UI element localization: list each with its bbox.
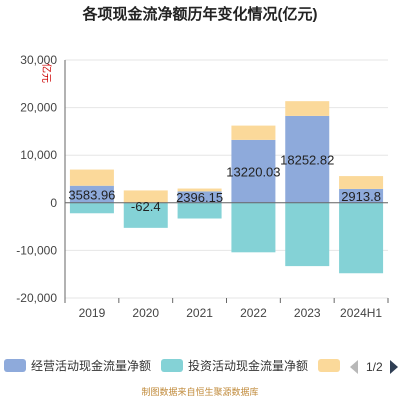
x-tick-label: 2021: [186, 306, 213, 320]
legend-prev-page-icon[interactable]: [350, 360, 358, 374]
x-tick-label: 2022: [240, 306, 267, 320]
bar-1-2022[interactable]: [231, 139, 276, 203]
bar-3-2022[interactable]: [231, 125, 276, 140]
legend-next-page-icon[interactable]: [390, 360, 398, 374]
bar-1-2023[interactable]: [285, 115, 330, 203]
bar-2-2024H1[interactable]: [339, 202, 384, 274]
legend-label-operating[interactable]: 经营活动现金流量净额: [31, 358, 151, 373]
bar-2-2020[interactable]: [123, 203, 168, 228]
bar-3-2023[interactable]: [285, 101, 330, 116]
y-tick-label: -20,000: [16, 291, 57, 305]
bar-2-2022[interactable]: [231, 202, 276, 253]
data-label-2022: 13220.03: [226, 164, 280, 179]
bar-1-2024H1[interactable]: [339, 188, 384, 203]
bar-3-2024H1[interactable]: [339, 176, 384, 189]
y-tick-label: 0: [50, 196, 57, 210]
legend: 经营活动现金流量净额 投资活动现金流量净额 1/2: [4, 358, 398, 374]
bars: [69, 101, 384, 274]
data-label-2023: 18252.82: [280, 152, 334, 167]
y-tick-label: 10,000: [20, 148, 57, 162]
source-note: 制图数据来自恒生聚源数据库: [141, 386, 258, 397]
data-label-2024H1: 2913.8: [341, 189, 381, 204]
legend-page-indicator: 1/2: [366, 360, 383, 374]
bar-1-2021[interactable]: [177, 191, 222, 203]
bar-2-2019[interactable]: [69, 202, 114, 214]
axes: 30,000 20,000 10,000 0 -10,000 -20,000 2019 202…: [16, 53, 389, 320]
legend-swatch-operating[interactable]: [4, 359, 26, 372]
data-label-2021: 2396.15: [176, 190, 223, 205]
x-tick-label: 2023: [294, 306, 321, 320]
data-label-2019: 3583.96: [68, 187, 115, 202]
y-tick-label: -10,000: [16, 243, 57, 257]
bar-3-2020[interactable]: [123, 190, 168, 203]
bar-3-2019[interactable]: [69, 169, 114, 186]
bar-2-2023[interactable]: [285, 202, 330, 267]
chart-title: 各项现金流净额历年变化情况(亿元): [82, 5, 318, 23]
bar-2-2021[interactable]: [177, 202, 222, 219]
x-tick-label: 2020: [132, 306, 159, 320]
data-label-2020: -62.4: [131, 199, 161, 214]
legend-swatch-investing[interactable]: [161, 359, 183, 372]
x-tick-label: 2019: [79, 306, 106, 320]
legend-swatch-third[interactable]: [318, 359, 340, 372]
x-tick-label: 2024H1: [340, 306, 382, 320]
bar-1-2019[interactable]: [69, 185, 114, 203]
y-tick-label: 20,000: [20, 101, 57, 115]
legend-label-investing[interactable]: 投资活动现金流量净额: [188, 358, 308, 373]
y-axis-unit: 亿元: [40, 63, 53, 83]
bar-3-2021[interactable]: [177, 188, 222, 192]
y-tick-label: 30,000: [20, 53, 57, 67]
